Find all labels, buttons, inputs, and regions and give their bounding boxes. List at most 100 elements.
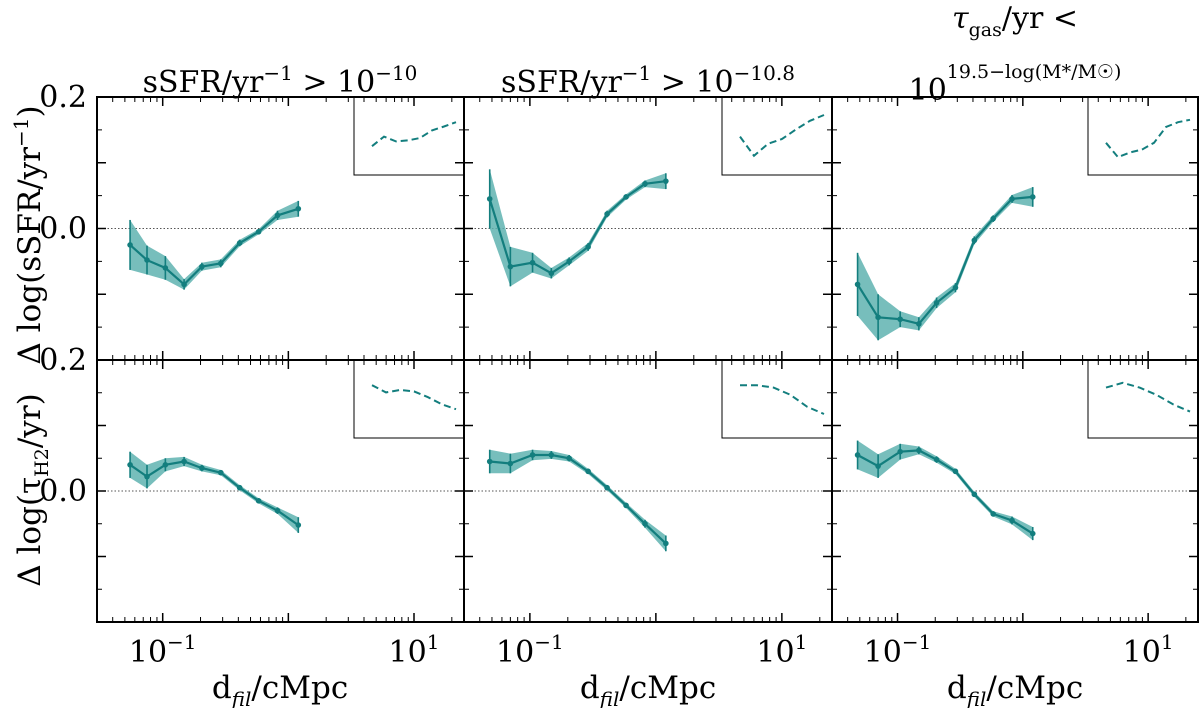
data-point [1029,194,1036,200]
panel-r2-c3: 10−1 101 [831,359,1199,670]
data-point [295,522,302,528]
data-point [604,484,610,491]
median-line [129,460,299,527]
inset-box [353,96,465,176]
data-point [971,237,978,244]
data-point [933,456,940,463]
data-point [875,314,881,321]
data-point [933,299,940,306]
inset-curve [739,114,825,158]
data-point [217,469,224,476]
data-point [566,258,572,265]
data-point [274,507,281,514]
x-tick-label: 101 [1123,630,1174,670]
inset-curve [371,384,457,411]
error-band [857,440,1033,541]
data-point [642,520,648,527]
data-point [255,498,262,504]
inset-curve [1105,118,1191,159]
x-tick-label: 101 [389,630,440,670]
data-point [529,452,536,458]
y-tick-label: 0.0 [39,474,87,509]
panel-r1-c2 [463,96,833,361]
data-point [1009,196,1015,202]
data-point [181,458,187,465]
data-point [854,452,861,458]
error-band [857,187,1033,341]
data-point [127,462,133,468]
col-title-3-line1: τgas/yr < [952,1,1078,41]
data-point [181,281,187,288]
data-point [236,240,243,246]
panel-r1-c1: 0.2 0.0 [39,80,465,361]
median-line [856,195,1033,326]
x-tick-label: 10−1 [129,630,197,670]
data-point [255,228,262,235]
xlabel-col-3: dfil/cMpc [947,670,1083,708]
panel-r1-c3 [831,96,1199,361]
ylabel-row-2: Δ log(τH2/yr) [12,393,53,586]
data-point [295,205,302,212]
data-point [127,242,133,248]
col-title-3-line2: 1019.5−log(M*/M☉) [909,61,1122,108]
x-tick-label: 101 [756,630,807,670]
data-point [162,462,169,468]
data-point [854,281,861,288]
x-tick-label: 10−1 [864,630,932,670]
xlabel-col-1: dfil/cMpc [212,670,348,708]
inset-box [721,359,833,439]
data-point [529,259,536,266]
median-line [129,207,299,286]
data-point [623,502,629,509]
error-band [489,169,666,287]
data-point [897,316,903,323]
data-point [663,178,669,184]
data-point [916,321,922,327]
data-point [990,511,996,517]
data-point [199,465,205,471]
data-point [199,263,205,270]
col-title-1: sSFR/yr−1 > 10−10 [143,61,418,100]
data-point [507,460,514,467]
data-point [971,491,978,498]
data-point [566,455,572,462]
data-point [875,463,881,469]
data-point [1029,530,1036,537]
y-tick-label: 0.0 [39,212,87,247]
error-band [130,200,299,290]
data-point [952,468,959,475]
panel-r2-c1: 0.2 0.0 10−1 101 [39,343,465,670]
inset-box [353,359,465,439]
xlabel-col-2: dfil/cMpc [580,670,716,708]
y-tick-label: 0.2 [39,343,87,378]
inset-box [1087,96,1199,176]
data-point [162,265,169,271]
inset-box [721,96,833,176]
median-line [488,180,666,275]
data-point [897,448,903,455]
data-point [952,284,959,291]
data-point [548,452,555,458]
median-line [489,453,667,545]
inset-box [1087,359,1199,439]
data-point [1009,517,1015,524]
data-point [486,196,493,202]
data-point [623,194,629,200]
data-point [585,468,591,475]
labels-layer: sSFR/yr−1 > 10−10 sSFR/yr−1 > 10−10.8 τg… [9,1,1121,708]
inset-curve [740,384,825,415]
data-point [274,212,281,219]
ylabel-row-1: Δ log(sSFR/yr−1) [9,105,48,364]
panels-layer: 0.2 0.0 0.2 0.0 10−1 101 10−1 101 10−1 101 [39,80,1199,670]
data-point [642,180,648,187]
error-band [130,451,299,533]
x-tick-label: 10−1 [496,630,564,670]
data-point [585,244,591,250]
col-title-2: sSFR/yr−1 > 10−10.8 [501,61,795,100]
data-point [990,215,996,222]
data-point [144,473,150,480]
inset-curve [371,121,457,147]
data-point [604,211,610,217]
median-line [857,449,1034,535]
panel-r2-c2: 10−1 101 [463,359,833,670]
